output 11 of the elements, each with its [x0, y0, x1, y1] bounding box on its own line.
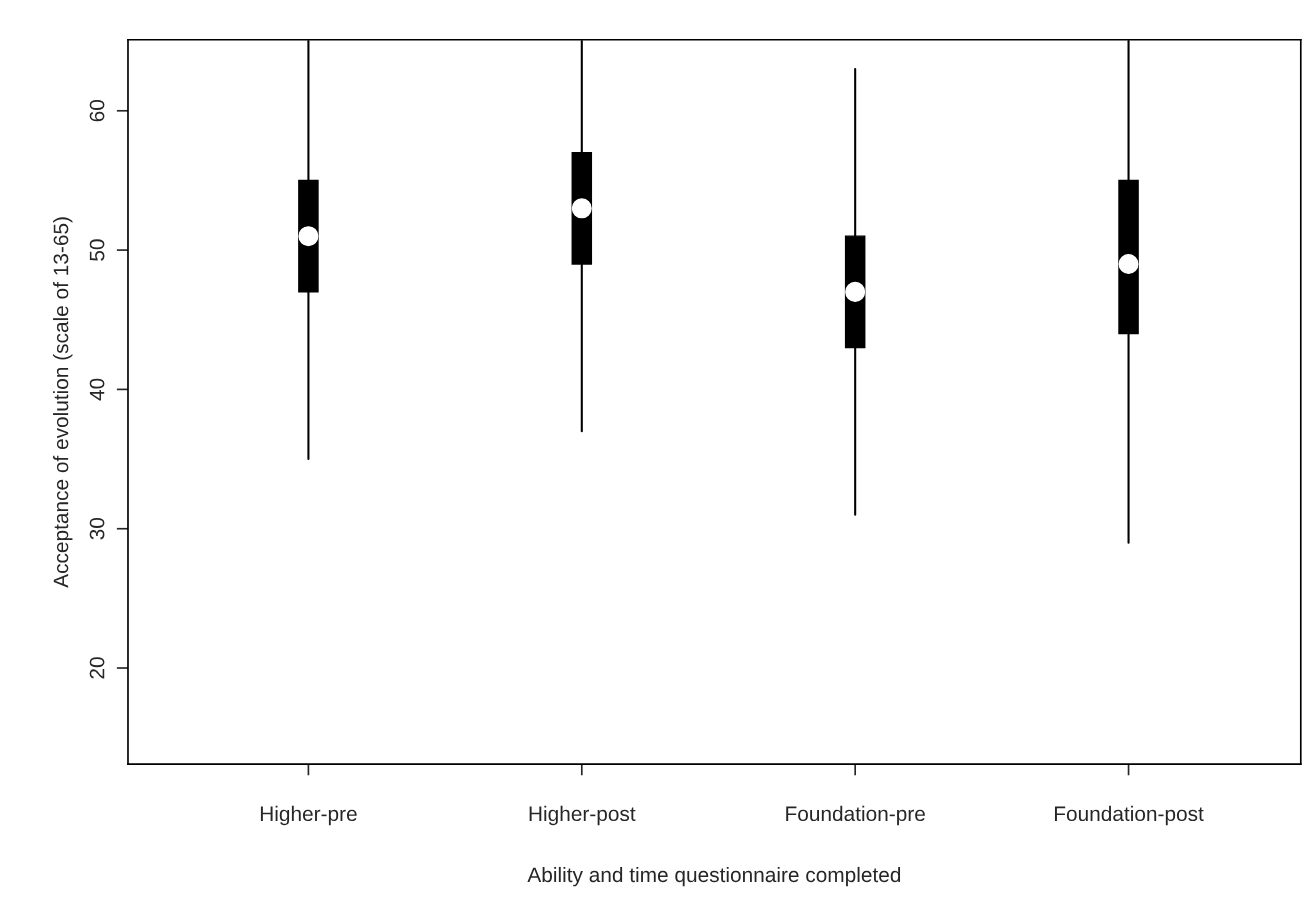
x-tick-label: Foundation-pre: [786, 805, 925, 826]
x-tick-label: Higher-pre: [260, 805, 357, 826]
x-tick-label: Foundation-post: [1054, 805, 1204, 826]
y-tick-label: 50: [89, 239, 105, 261]
x-axis-title: Ability and time questionnaire completed: [527, 866, 901, 887]
y-tick-label: 60: [89, 100, 105, 122]
y-tick-label: 40: [89, 378, 105, 401]
y-tick-label: 20: [89, 657, 105, 679]
y-tick-label: 30: [89, 517, 105, 540]
y-axis-title: Acceptance of evolution (scale of 13-65): [53, 217, 73, 588]
x-tick-label: Higher-post: [529, 805, 636, 826]
